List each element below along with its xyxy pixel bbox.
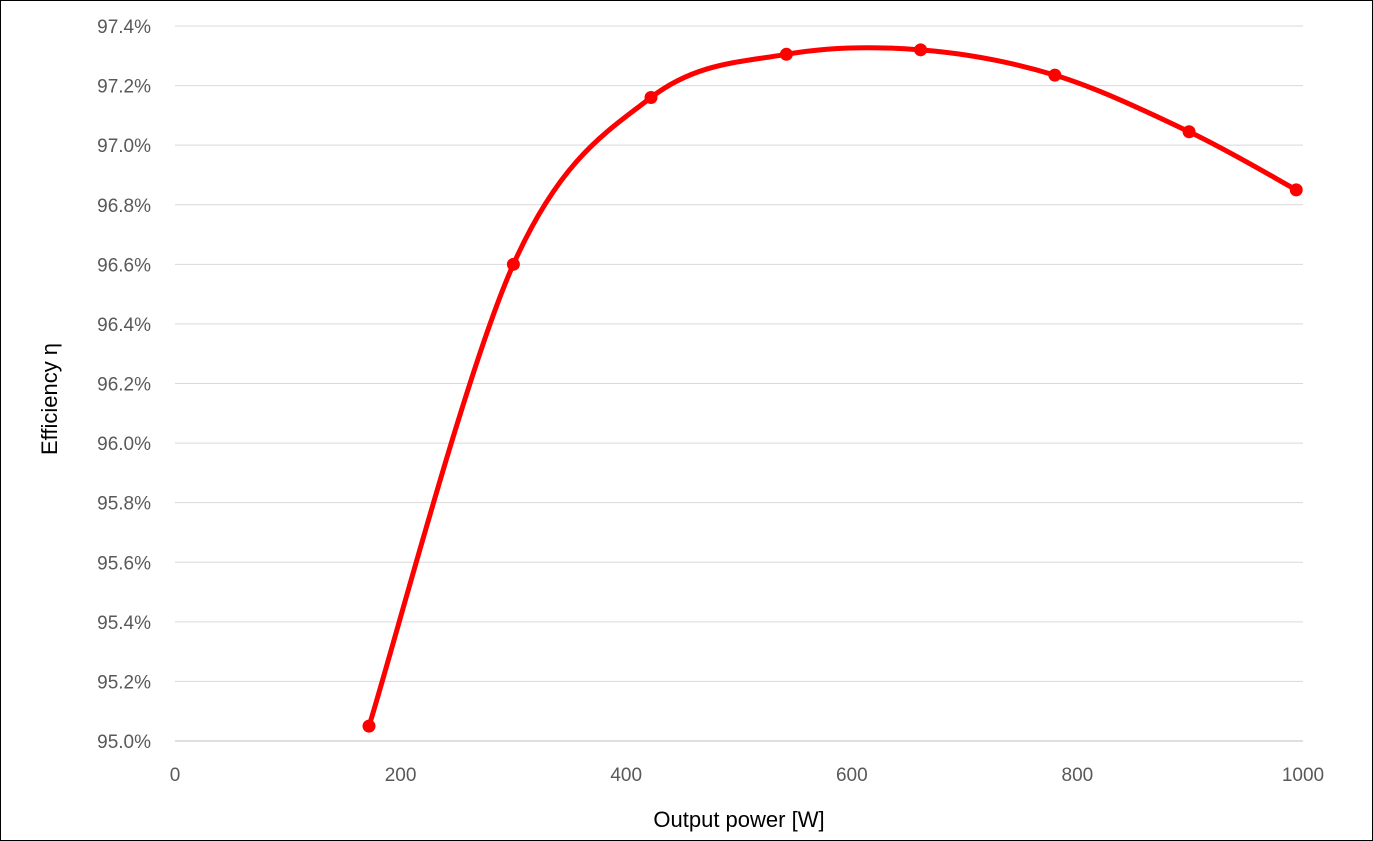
y-axis-title: Efficiency η bbox=[37, 343, 62, 455]
y-tick-label: 96.4% bbox=[97, 315, 151, 336]
x-tick-label: 0 bbox=[170, 765, 181, 786]
data-points bbox=[362, 43, 1303, 733]
y-tick-label: 96.6% bbox=[97, 255, 151, 276]
y-tick-label: 95.8% bbox=[97, 494, 151, 515]
x-tick-label: 1000 bbox=[1282, 765, 1324, 786]
data-point bbox=[1048, 68, 1062, 82]
data-point bbox=[362, 719, 376, 733]
y-tick-label: 96.0% bbox=[97, 434, 151, 455]
x-axis-title: Output power [W] bbox=[653, 807, 824, 832]
data-point bbox=[1289, 183, 1303, 197]
y-tick-label: 95.4% bbox=[97, 613, 151, 634]
data-point bbox=[644, 91, 658, 104]
series-line bbox=[366, 45, 1299, 729]
x-tick-label: 400 bbox=[610, 765, 642, 786]
y-tick-label: 97.2% bbox=[97, 77, 151, 98]
y-tick-label: 95.2% bbox=[97, 672, 151, 693]
y-tick-label: 96.2% bbox=[97, 375, 151, 396]
data-point bbox=[506, 257, 520, 271]
data-point bbox=[779, 47, 793, 61]
x-tick-label: 200 bbox=[385, 765, 417, 786]
data-point bbox=[1182, 125, 1196, 139]
y-tick-label: 96.8% bbox=[97, 196, 151, 217]
y-tick-label: 95.6% bbox=[97, 553, 151, 574]
y-tick-label: 97.0% bbox=[97, 136, 151, 157]
x-tick-labels: 0 200 400 600 800 1000 bbox=[170, 765, 1324, 786]
data-point bbox=[914, 43, 928, 57]
series-line-path bbox=[366, 45, 1299, 729]
y-tick-label: 95.0% bbox=[97, 732, 151, 753]
y-tick-labels: 95.0% 95.2% 95.4% 95.6% 95.8% 96.0% 96.2% 96.4%… bbox=[97, 17, 151, 753]
x-tick-label: 600 bbox=[836, 765, 868, 786]
x-tick-label: 800 bbox=[1062, 765, 1094, 786]
gridlines bbox=[175, 25, 1303, 742]
y-tick-label: 97.4% bbox=[97, 17, 151, 38]
